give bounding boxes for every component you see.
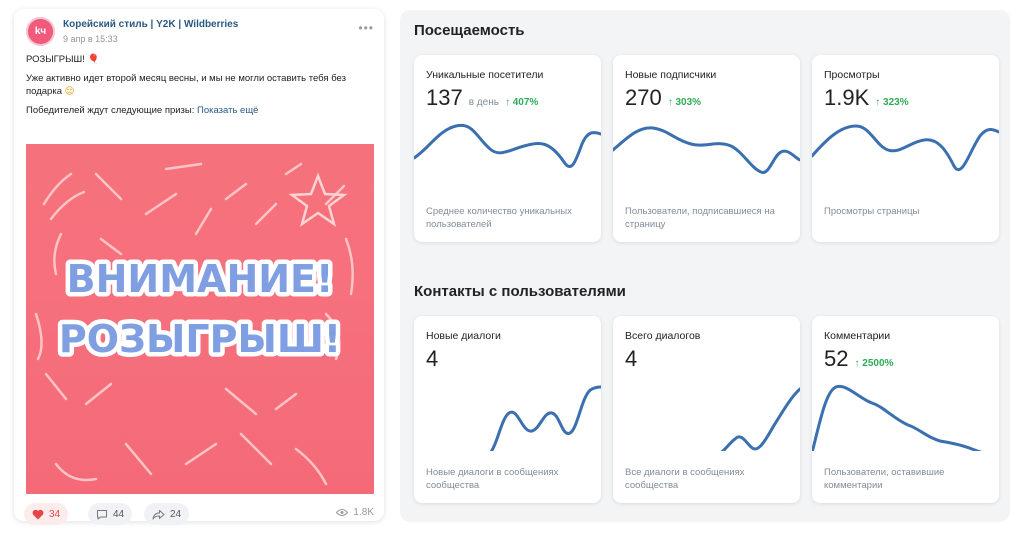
card-description: Пользователи, подписавшиеся на страницу [625, 206, 775, 230]
stat-card-comments[interactable]: Комментарии 52 ↑ 2500% Пользователи, ост… [812, 316, 999, 503]
sparkline [812, 124, 999, 171]
post-date[interactable]: 9 апр в 15:33 [63, 34, 118, 44]
card-title: Комментарии [824, 330, 891, 342]
card-title: Уникальные посетители [426, 69, 544, 81]
post-card: kч Корейский стиль | Y2K | Wildberries 9… [14, 9, 384, 525]
card-growth: ↑ 303% [667, 97, 702, 108]
card-title: Новые диалоги [426, 330, 501, 342]
stat-card-new-subscribers[interactable]: Новые подписчики 270 ↑ 303% Пользователи… [613, 55, 800, 242]
card-value: 270 ↑ 303% [625, 85, 702, 110]
like-button[interactable]: 34 [24, 503, 69, 525]
card-description: Все диалоги в сообщениях сообщества [625, 467, 745, 491]
card-value: 4 [426, 346, 439, 371]
sparkline [613, 126, 800, 174]
card-description: Новые диалоги в сообщениях сообщества [426, 467, 559, 491]
attendance-title: Посещаемость [414, 22, 525, 39]
post-image[interactable]: ВНИМАНИЕ! ВНИМАНИЕ! РОЗЫГРЫШ! РОЗЫГРЫШ! [26, 144, 374, 494]
heart-icon [32, 509, 44, 519]
card-title: Просмотры [824, 69, 880, 81]
comment-count: 44 [113, 508, 125, 520]
share-button[interactable]: 24 [144, 503, 190, 525]
avatar[interactable]: kч [26, 17, 55, 46]
sparkline [812, 384, 982, 451]
sparkline [720, 387, 800, 451]
share-icon [152, 509, 165, 519]
card-value: 4 [625, 346, 638, 371]
more-icon[interactable]: ••• [358, 21, 374, 35]
card-growth: ↑ 2500% [854, 358, 894, 369]
image-title-outline-2: РОЗЫГРЫШ! [59, 317, 341, 361]
post-author[interactable]: Корейский стиль | Y2K | Wildberries [63, 19, 239, 30]
sparkline [489, 385, 601, 451]
card-description: Просмотры страницы [824, 206, 920, 217]
giveaway-illustration: ВНИМАНИЕ! ВНИМАНИЕ! РОЗЫГРЫШ! РОЗЫГРЫШ! [34, 162, 354, 486]
post-line-3: Победителей ждут следующие призы: Показа… [26, 105, 259, 116]
card-description: Среднее количество уникальных пользовате… [426, 206, 572, 230]
card-description: Пользователи, оставившие комментарии [824, 467, 945, 491]
card-title: Всего диалогов [625, 330, 701, 342]
stat-card-total-dialogs[interactable]: Всего диалогов 4 Все диалоги в сообщения… [613, 316, 800, 503]
views-counter: 1.8K [336, 507, 374, 518]
card-value: 1.9K ↑ 323% [824, 85, 909, 110]
card-title: Новые подписчики [625, 69, 717, 81]
card-growth: ↑ 323% [875, 97, 909, 108]
views-count: 1.8K [353, 507, 374, 518]
contacts-title: Контакты с пользователями [414, 283, 626, 300]
eye-icon [336, 509, 349, 516]
post-line-1: РОЗЫГРЫШ! 🎈 [26, 54, 100, 65]
stat-card-views[interactable]: Просмотры 1.9K ↑ 323% Просмотры страницы [812, 55, 999, 242]
comment-icon [97, 509, 107, 519]
relieved-emoji: 😌 [64, 86, 75, 97]
post-footer: 34 44 24 1.8K [24, 503, 374, 525]
stat-card-new-dialogs[interactable]: Новые диалоги 4 Новые диалоги в сообщени… [414, 316, 601, 503]
stats-panel: Посещаемость Контакты с пользователями У… [400, 10, 1010, 522]
image-title-2: РОЗЫГРЫШ! [59, 317, 341, 361]
image-title-1: ВНИМАНИЕ! [67, 257, 334, 301]
share-count: 24 [170, 508, 182, 520]
post-header: kч Корейский стиль | Y2K | Wildberries 9… [26, 17, 374, 47]
balloon-emoji: 🎈 [87, 54, 100, 65]
post-line-2: Уже активно идет второй месяц весны, и м… [26, 73, 346, 97]
comment-button[interactable]: 44 [88, 503, 133, 525]
card-value: 137 в день ↑ 407% [426, 85, 539, 110]
card-growth: ↑ 407% [504, 97, 539, 108]
post-text: РОЗЫГРЫШ! 🎈 Уже активно идет второй меся… [26, 53, 376, 123]
star-doodle [288, 172, 348, 227]
stat-card-unique-visitors[interactable]: Уникальные посетители 137 в день ↑ 407% … [414, 55, 601, 242]
sparkline [414, 123, 601, 168]
show-more-link[interactable]: Показать ещё [197, 105, 259, 116]
like-count: 34 [49, 508, 61, 520]
card-value: 52 ↑ 2500% [824, 346, 894, 371]
image-title-outline-1: ВНИМАНИЕ! [67, 257, 334, 301]
card-unit: в день [468, 97, 499, 108]
